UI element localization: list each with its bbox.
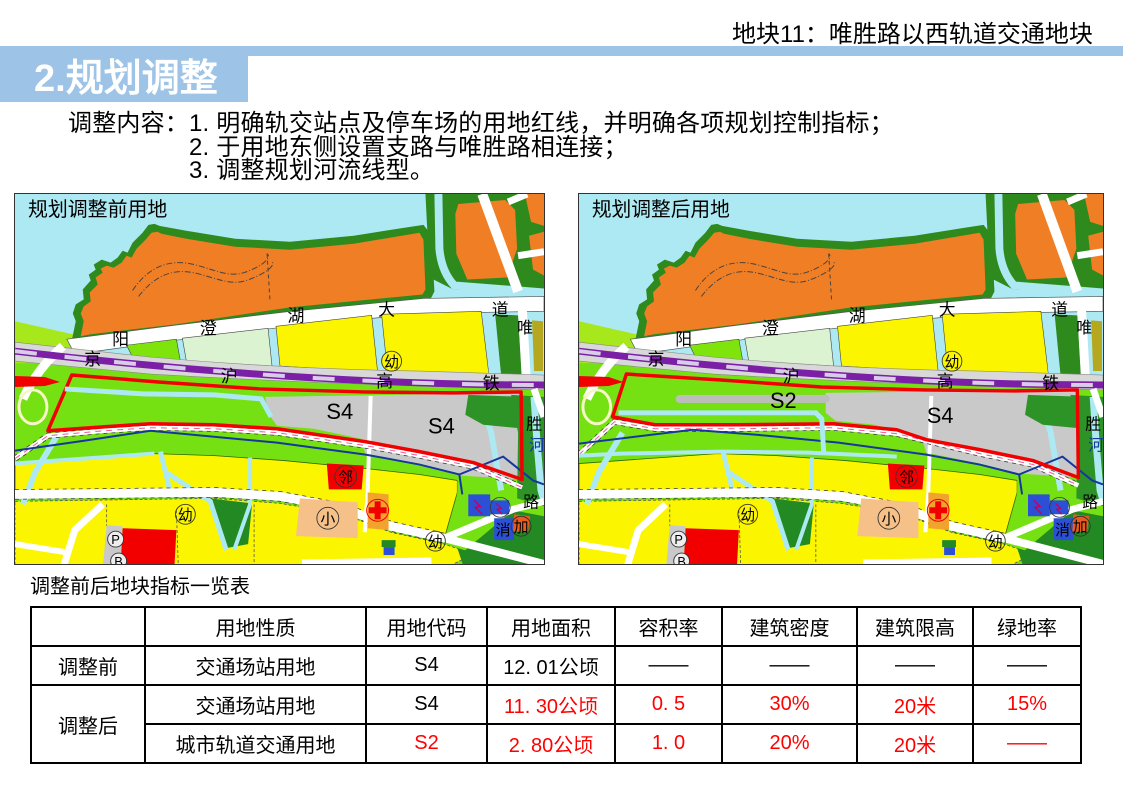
svg-text:阳: 阳 (675, 330, 692, 349)
svg-text:小: 小 (881, 511, 896, 528)
svg-text:河: 河 (529, 437, 544, 455)
svg-text:B: B (677, 554, 686, 564)
svg-text:铁: 铁 (483, 374, 500, 393)
svg-text:幼: 幼 (945, 354, 960, 371)
svg-text:S4: S4 (326, 399, 353, 424)
svg-text:邻: 邻 (338, 469, 353, 486)
svg-text:京: 京 (84, 350, 101, 369)
svg-text:阳: 阳 (112, 330, 129, 349)
svg-text:幼: 幼 (384, 354, 399, 371)
svg-text:道: 道 (492, 300, 509, 319)
svg-text:高: 高 (376, 372, 393, 391)
svg-text:高: 高 (937, 372, 954, 391)
svg-text:规划调整前用地: 规划调整前用地 (28, 198, 167, 221)
svg-text:幼: 幼 (740, 507, 755, 524)
svg-text:京: 京 (648, 350, 665, 369)
svg-text:规划调整后用地: 规划调整后用地 (592, 199, 730, 221)
svg-text:唯: 唯 (517, 319, 533, 337)
svg-text:澄: 澄 (200, 319, 217, 338)
svg-text:胜: 胜 (526, 416, 542, 434)
svg-text:铁: 铁 (1042, 374, 1059, 393)
svg-text:幼: 幼 (988, 534, 1003, 551)
svg-text:加: 加 (1073, 519, 1088, 536)
svg-text:S4: S4 (927, 403, 954, 428)
svg-text:消: 消 (1055, 522, 1070, 539)
svg-text:路: 路 (523, 493, 539, 511)
svg-text:幼: 幼 (178, 507, 193, 524)
svg-text:路: 路 (1082, 493, 1098, 511)
svg-text:唯: 唯 (1076, 319, 1092, 337)
svg-text:胜: 胜 (1085, 416, 1101, 434)
svg-text:沪: 沪 (221, 367, 238, 386)
svg-text:邻: 邻 (899, 469, 914, 486)
svg-text:B: B (114, 554, 123, 564)
svg-text:P: P (674, 532, 683, 547)
svg-text:湖: 湖 (287, 306, 304, 325)
svg-text:S2: S2 (770, 388, 797, 413)
svg-text:大: 大 (939, 300, 956, 319)
svg-text:小: 小 (320, 511, 335, 528)
svg-text:澄: 澄 (762, 319, 779, 338)
svg-text:加: 加 (514, 519, 529, 536)
svg-text:幼: 幼 (428, 534, 443, 551)
svg-text:大: 大 (378, 300, 395, 319)
svg-text:S4: S4 (428, 414, 455, 439)
svg-text:道: 道 (1051, 300, 1068, 319)
svg-text:沪: 沪 (783, 367, 800, 386)
svg-text:P: P (111, 532, 120, 547)
svg-text:消: 消 (496, 522, 511, 539)
svg-text:湖: 湖 (849, 306, 866, 325)
svg-text:河: 河 (1088, 437, 1103, 455)
